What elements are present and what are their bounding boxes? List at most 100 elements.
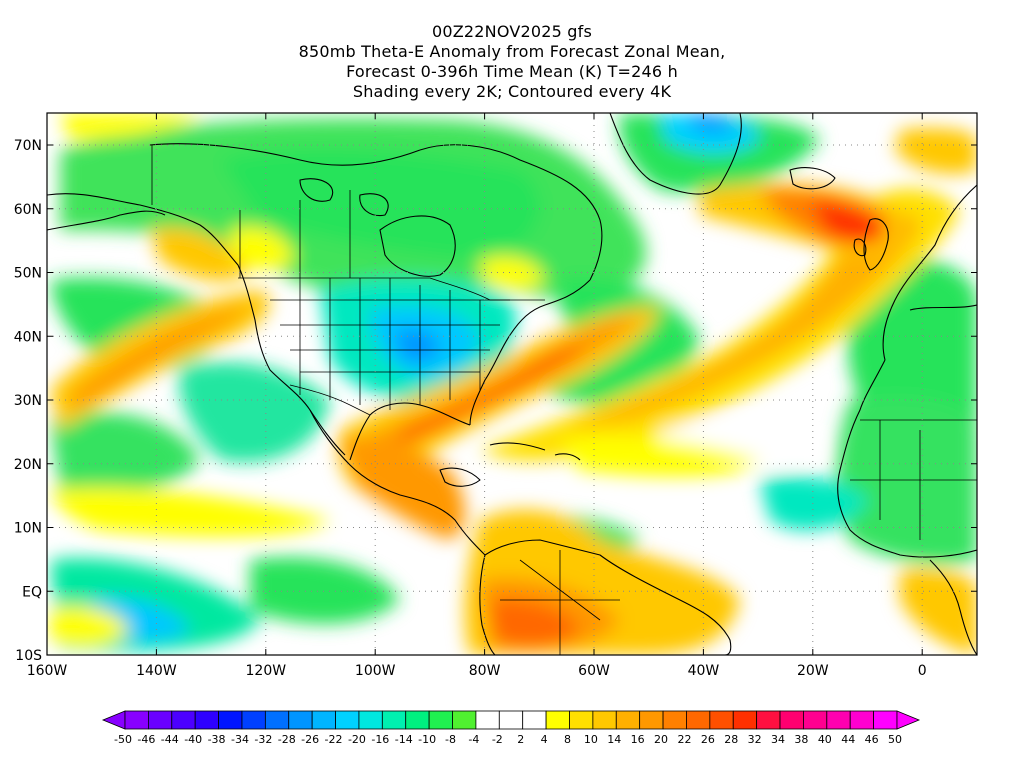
lon-label: 20W [797, 663, 829, 679]
lat-label: 50N [14, 266, 42, 282]
colorbar [101, 710, 921, 730]
colorbar-arrow-left [101, 710, 126, 730]
colorbar-label: -2 [492, 733, 503, 746]
colorbar-label: 4 [541, 733, 548, 746]
colorbar-swatch [311, 710, 336, 730]
colorbar-swatch [826, 710, 851, 730]
colorbar-swatch [615, 710, 641, 730]
colorbar-swatch [405, 710, 430, 730]
colorbar-swatch [849, 710, 875, 730]
colorbar-swatch [686, 710, 711, 730]
colorbar-label: 46 [865, 733, 879, 746]
colorbar-labels: -50 -46 -44 -40 -38 -34 -32 -28 -26 -22 -20 -16 -14-… [114, 733, 902, 746]
colorbar-swatch [264, 710, 290, 730]
longitude-labels: 160W 140W 120W 100W 80W 60W 40W 20W 0 [27, 663, 927, 679]
title-date-model: 00Z22NOV2025 gfs [431, 22, 593, 41]
colorbar-label: -8 [445, 733, 456, 746]
colorbar-swatch [171, 710, 196, 730]
colorbar-label: 14 [607, 733, 621, 746]
lat-label: 70N [14, 138, 42, 154]
colorbar-swatch [662, 710, 687, 730]
lon-label: 160W [27, 663, 68, 679]
colorbar-swatch [592, 710, 617, 730]
lon-label: 80W [469, 663, 501, 679]
colorbar-swatch [218, 710, 243, 730]
colorbar-label: -32 [254, 733, 272, 746]
colorbar-swatch [475, 710, 500, 730]
colorbar-label: 20 [654, 733, 668, 746]
colorbar-label: -22 [325, 733, 343, 746]
graticule [47, 113, 977, 655]
title-block: 00Z22NOV2025 gfs 850mb Theta-E Anomaly f… [0, 22, 1024, 102]
latitude-labels: 70N 60N 50N 40N 30N 20N 10N EQ 10S [14, 138, 42, 664]
colorbar-swatch [779, 710, 804, 730]
colorbar-label: -38 [208, 733, 226, 746]
colorbar-label: -4 [468, 733, 479, 746]
colorbar-label: 40 [818, 733, 832, 746]
colorbar-swatch [452, 710, 477, 730]
colorbar-label: 44 [841, 733, 855, 746]
colorbar-swatch [545, 710, 570, 730]
colorbar-swatch [498, 710, 524, 730]
colorbar-label: 2 [517, 733, 524, 746]
colorbar-label: 38 [794, 733, 808, 746]
lon-label: 40W [688, 663, 720, 679]
colorbar-label: 28 [724, 733, 738, 746]
lat-label: EQ [22, 584, 42, 600]
colorbar-label: -34 [231, 733, 249, 746]
colorbar-swatch [428, 710, 453, 730]
lat-label: 10N [14, 521, 42, 537]
colorbar-label: 8 [564, 733, 571, 746]
colorbar-label: -40 [184, 733, 202, 746]
map-frame [46, 112, 978, 656]
lon-label: 100W [355, 663, 396, 679]
colorbar-label: 10 [584, 733, 598, 746]
colorbar-label: 22 [677, 733, 691, 746]
colorbar-label: -28 [278, 733, 296, 746]
lon-label: 60W [578, 663, 610, 679]
lat-label: 60N [14, 202, 42, 218]
colorbar-label: 26 [701, 733, 715, 746]
colorbar-label: -20 [348, 733, 366, 746]
axis-ticks [46, 113, 977, 656]
lat-label: 30N [14, 393, 42, 409]
colorbar-label: -50 [114, 733, 132, 746]
colorbar-label: 16 [631, 733, 645, 746]
lat-label: 40N [14, 329, 42, 345]
colorbar-swatch [732, 710, 758, 730]
title-forecast: Forecast 0-396h Time Mean (K) T=246 h [346, 62, 678, 81]
colorbar-swatch [241, 710, 266, 730]
political-borders [151, 145, 977, 655]
colorbar-label: -16 [371, 733, 389, 746]
colorbar-swatch [358, 710, 383, 730]
colorbar-swatch [288, 710, 313, 730]
colorbar-swatch [335, 710, 360, 730]
colorbar-swatch [381, 710, 407, 730]
colorbar-label: -10 [418, 733, 436, 746]
colorbar-swatch [522, 710, 547, 730]
colorbar-label: 50 [888, 733, 902, 746]
colorbar-arrow-right [896, 710, 921, 730]
colorbar-swatch [124, 710, 149, 730]
colorbar-swatch [709, 710, 734, 730]
anomaly-shading [47, 113, 977, 655]
colorbar-label: 34 [771, 733, 785, 746]
colorbar-swatch [147, 710, 173, 730]
colorbar-swatch [803, 710, 828, 730]
colorbar-label: -44 [161, 733, 179, 746]
lat-label: 10S [15, 648, 42, 664]
colorbar-swatch [756, 710, 781, 730]
colorbar-label: 32 [748, 733, 762, 746]
title-variable: 850mb Theta-E Anomaly from Forecast Zona… [298, 42, 726, 61]
lon-label: 0 [918, 663, 927, 679]
colorbar-label: -46 [137, 733, 155, 746]
lat-label: 20N [14, 457, 42, 473]
lon-label: 120W [246, 663, 287, 679]
colorbar-swatch [639, 710, 664, 730]
colorbar-swatch [194, 710, 219, 730]
title-shading: Shading every 2K; Contoured every 4K [352, 82, 672, 101]
colorbar-label: -14 [395, 733, 413, 746]
lon-label: 140W [136, 663, 177, 679]
coastlines [47, 113, 977, 655]
